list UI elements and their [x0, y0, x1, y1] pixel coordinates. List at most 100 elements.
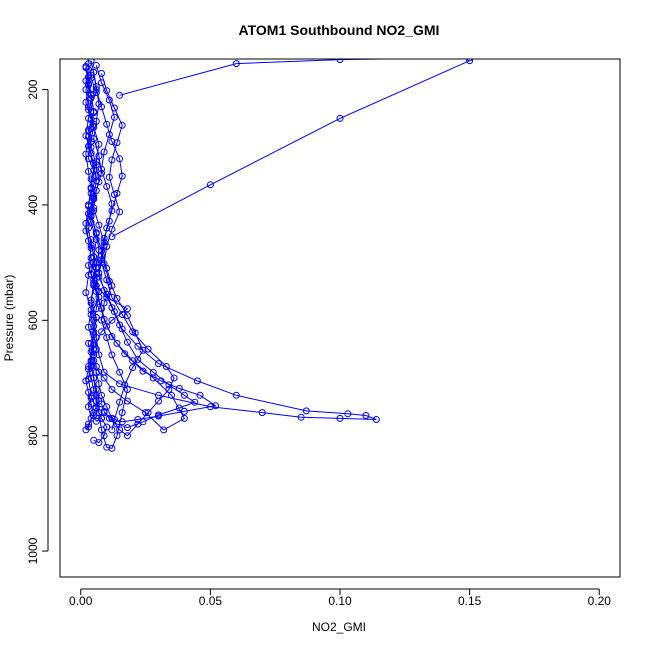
- data-point: [100, 432, 108, 440]
- data-point: [162, 363, 170, 370]
- data-point: [155, 412, 162, 420]
- data-point: [92, 305, 100, 313]
- y-tick-label: 1000: [26, 537, 40, 564]
- data-point: [118, 311, 126, 318]
- data-point: [95, 273, 103, 281]
- x-tick-label: 0.00: [69, 594, 93, 608]
- data-point: [139, 346, 147, 354]
- data-point: [85, 133, 92, 141]
- data-point: [297, 413, 305, 421]
- x-axis-title: NO2_GMI: [312, 620, 366, 634]
- data-point: [118, 121, 126, 129]
- data-point: [108, 207, 116, 215]
- data-point: [118, 409, 126, 417]
- plot-area: [82, 59, 474, 452]
- data-point: [116, 426, 124, 434]
- data-point: [108, 156, 116, 164]
- data-point: [95, 351, 103, 359]
- data-point: [87, 306, 95, 314]
- data-point: [206, 403, 214, 411]
- data-point: [85, 339, 92, 347]
- data-point: [108, 200, 116, 208]
- data-point: [85, 375, 92, 383]
- data-point: [123, 424, 131, 432]
- data-point: [103, 322, 111, 330]
- data-point: [116, 398, 124, 406]
- data-point: [90, 374, 98, 382]
- data-point: [82, 289, 90, 297]
- data-point: [123, 397, 131, 405]
- data-point: [90, 386, 98, 393]
- data-point: [466, 59, 474, 65]
- data-point: [116, 321, 124, 329]
- data-point: [144, 345, 152, 353]
- y-tick-label: 200: [26, 79, 40, 99]
- data-point: [98, 103, 105, 111]
- data-point: [87, 392, 95, 400]
- data-point: [95, 140, 103, 148]
- data-point: [98, 328, 105, 336]
- x-axis: 0.00 0.05 0.10 0.15 0.20: [69, 588, 611, 608]
- data-point: [100, 260, 108, 268]
- data-point: [92, 172, 100, 180]
- data-point: [82, 64, 90, 72]
- data-point: [105, 277, 113, 285]
- data-point: [85, 142, 92, 150]
- data-point: [108, 414, 116, 422]
- y-tick-label: 800: [26, 425, 40, 445]
- data-point: [85, 323, 92, 331]
- data-point: [160, 426, 168, 434]
- data-point: [108, 316, 116, 324]
- data-point: [87, 116, 95, 124]
- data-point: [336, 414, 344, 422]
- data-point: [95, 288, 103, 295]
- data-point: [258, 409, 266, 417]
- data-point: [98, 400, 105, 408]
- data-point: [92, 368, 100, 376]
- data-point: [85, 73, 92, 81]
- data-point: [206, 181, 214, 189]
- data-point: [82, 150, 90, 158]
- data-point: [82, 227, 90, 235]
- data-point: [108, 386, 116, 393]
- data-point: [165, 381, 173, 389]
- data-point: [232, 60, 240, 68]
- series-line: [111, 60, 470, 238]
- data-point: [87, 311, 95, 318]
- y-axis: 200 400 600 800 1000: [26, 79, 49, 564]
- data-point: [85, 365, 92, 373]
- data-point: [105, 217, 113, 225]
- data-point: [108, 225, 116, 233]
- data-point: [85, 81, 92, 89]
- data-point: [108, 333, 116, 340]
- data-point: [108, 304, 116, 312]
- data-point: [82, 219, 90, 227]
- data-point: [87, 348, 95, 356]
- plot-frame: [59, 58, 621, 578]
- data-point: [113, 139, 121, 147]
- data-point: [103, 224, 111, 232]
- data-point: [105, 96, 113, 104]
- data-point: [466, 59, 473, 62]
- data-point: [95, 221, 103, 229]
- series-line: [119, 59, 420, 96]
- data-point: [98, 252, 105, 260]
- data-point: [175, 384, 183, 392]
- data-point: [105, 414, 113, 422]
- series-line: [87, 76, 217, 423]
- data-point: [302, 407, 310, 415]
- data-point: [90, 108, 98, 115]
- data-point: [90, 341, 98, 348]
- data-point: [92, 404, 100, 412]
- data-point: [95, 246, 103, 254]
- data-point: [123, 432, 131, 440]
- data-point: [175, 404, 183, 412]
- data-point: [98, 79, 105, 87]
- data-point: [116, 208, 124, 216]
- data-point: [155, 360, 162, 368]
- data-point: [87, 299, 95, 307]
- data-point: [105, 173, 113, 181]
- series-lines: [85, 59, 470, 449]
- data-point: [165, 386, 173, 393]
- data-point: [108, 426, 116, 434]
